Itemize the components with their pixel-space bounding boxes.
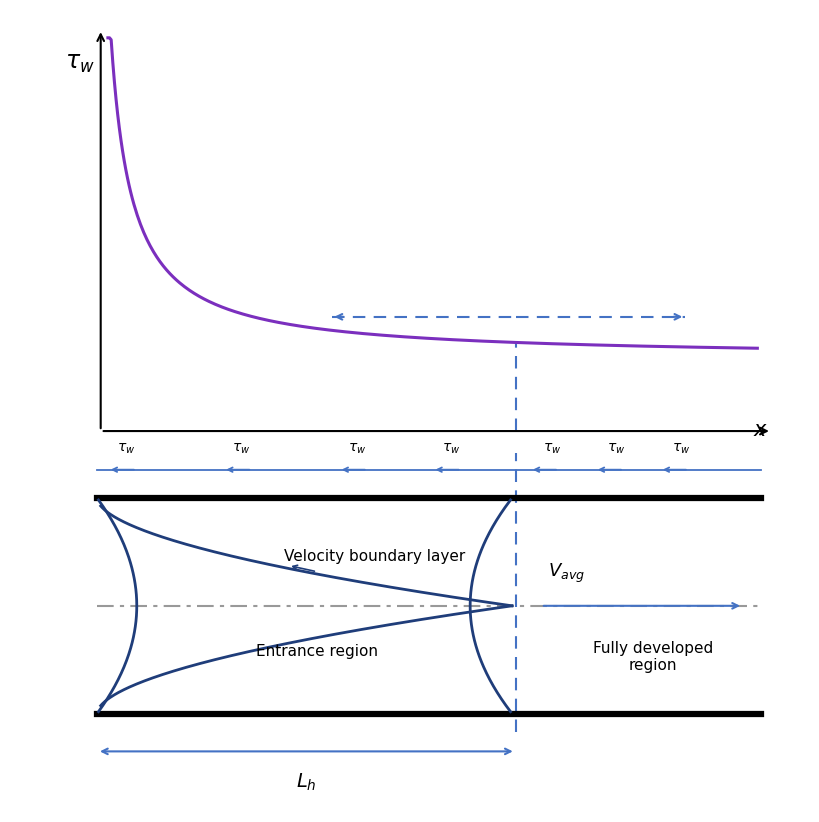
Text: Entrance region: Entrance region xyxy=(256,644,378,658)
Text: $x$: $x$ xyxy=(753,419,767,440)
Text: $L_h$: $L_h$ xyxy=(296,772,316,793)
Text: $\tau_w$: $\tau_w$ xyxy=(116,442,135,456)
Text: $\tau_w$: $\tau_w$ xyxy=(232,442,251,456)
Text: $V_{avg}$: $V_{avg}$ xyxy=(547,561,585,585)
Text: $\tau_w$: $\tau_w$ xyxy=(607,442,625,456)
Text: $\tau_w$: $\tau_w$ xyxy=(542,442,560,456)
Text: $\tau_w$: $\tau_w$ xyxy=(441,442,459,456)
Text: $\tau_w$: $\tau_w$ xyxy=(65,52,94,76)
Text: $\tau_w$: $\tau_w$ xyxy=(672,442,690,456)
Text: $\tau_w$: $\tau_w$ xyxy=(347,442,365,456)
Text: Velocity boundary layer: Velocity boundary layer xyxy=(284,549,465,564)
Text: Fully developed
region: Fully developed region xyxy=(592,640,712,673)
